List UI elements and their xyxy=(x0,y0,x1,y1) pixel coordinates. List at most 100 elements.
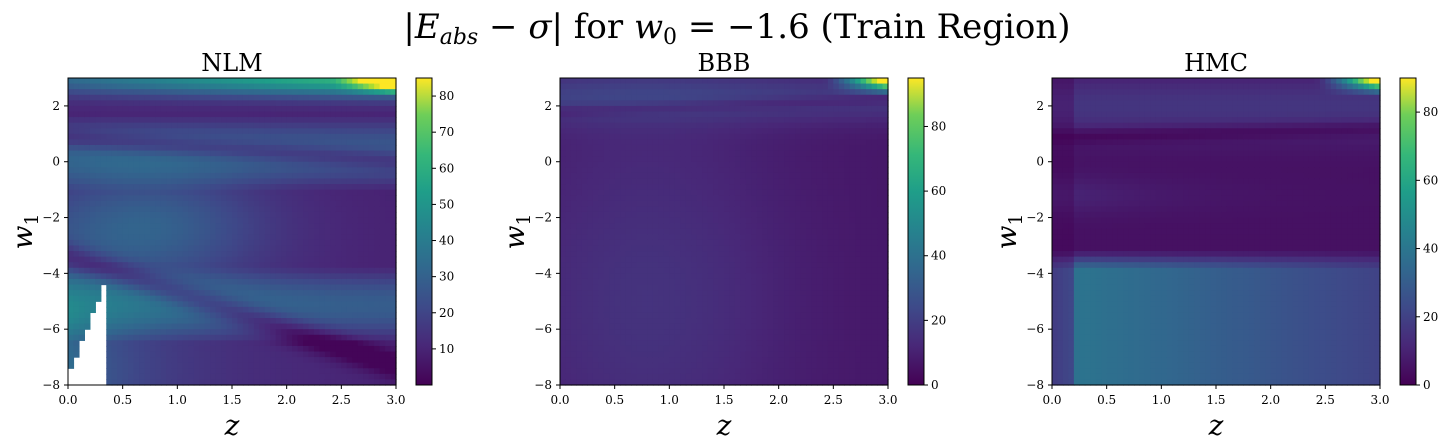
heatmap-cell xyxy=(631,312,638,319)
heatmap-cell xyxy=(341,200,348,207)
heatmap-cell xyxy=(188,133,195,140)
heatmap-cell xyxy=(330,312,337,319)
heatmap-cell xyxy=(625,156,632,163)
heatmap-cell xyxy=(702,340,709,347)
heatmap-cell xyxy=(297,301,304,308)
heatmap-cell xyxy=(581,306,588,314)
heatmap-cell xyxy=(106,357,113,364)
heatmap-cell xyxy=(620,301,627,308)
heatmap-cell xyxy=(215,144,222,152)
heatmap-cell xyxy=(713,273,720,280)
heatmap-cell xyxy=(303,211,310,219)
heatmap-cell xyxy=(221,94,228,101)
heatmap-cell xyxy=(210,234,217,241)
heatmap-cell xyxy=(160,284,167,291)
heatmap-cell xyxy=(581,295,588,302)
heatmap-cell xyxy=(335,94,342,101)
heatmap-cell xyxy=(669,379,676,386)
heatmap-cell xyxy=(297,223,304,230)
heatmap-cell xyxy=(335,128,342,135)
heatmap-cell xyxy=(374,133,381,140)
heatmap-cell xyxy=(270,256,277,263)
heatmap-cell xyxy=(642,167,649,174)
heatmap-cell xyxy=(237,262,244,269)
heatmap-cell xyxy=(335,301,342,308)
heatmap-cell xyxy=(620,368,627,375)
heatmap-cell xyxy=(242,223,249,230)
heatmap-cell xyxy=(177,144,184,152)
heatmap-cell xyxy=(182,290,189,297)
heatmap-cell xyxy=(390,178,397,185)
heatmap-cell xyxy=(363,368,370,375)
heatmap-cell xyxy=(210,111,217,118)
heatmap-cell xyxy=(713,117,720,124)
heatmap-cell xyxy=(598,351,605,358)
heatmap-cell xyxy=(581,150,588,157)
heatmap-cell xyxy=(188,83,195,90)
heatmap-cell xyxy=(286,312,293,319)
heatmap-cell xyxy=(297,206,304,213)
heatmap-cell xyxy=(155,228,162,235)
heatmap-cell xyxy=(335,206,342,213)
heatmap-cell xyxy=(84,211,91,219)
heatmap-cell xyxy=(620,94,627,101)
heatmap-cell xyxy=(308,172,315,180)
heatmap-cell xyxy=(636,100,643,107)
heatmap-cell xyxy=(680,100,687,107)
heatmap-cell xyxy=(560,217,567,224)
heatmap-cell xyxy=(139,251,146,258)
heatmap-cell xyxy=(160,329,167,336)
heatmap-cell xyxy=(95,161,102,168)
heatmap-cell xyxy=(385,245,392,252)
heatmap-cell xyxy=(275,105,282,113)
heatmap-cell xyxy=(133,262,140,269)
heatmap-cell xyxy=(210,323,217,330)
heatmap-cell xyxy=(565,161,572,168)
heatmap-cell xyxy=(89,172,96,180)
heatmap-cell xyxy=(390,301,397,308)
heatmap-cell xyxy=(133,329,140,336)
heatmap-cell xyxy=(713,340,720,347)
heatmap-cell xyxy=(718,172,725,180)
heatmap-cell xyxy=(264,100,271,107)
heatmap-cell xyxy=(204,345,211,353)
heatmap-cell xyxy=(702,290,709,297)
heatmap-cell xyxy=(139,100,146,107)
heatmap-cell xyxy=(663,133,670,140)
heatmap-cell xyxy=(73,273,80,280)
heatmap-cell xyxy=(314,161,321,168)
heatmap-cell xyxy=(374,379,381,386)
heatmap-cell xyxy=(702,295,709,302)
heatmap-cell xyxy=(324,150,331,157)
heatmap-cell xyxy=(144,234,151,241)
heatmap-cell xyxy=(357,156,364,163)
heatmap-cell xyxy=(570,161,577,168)
heatmap-cell xyxy=(297,228,304,235)
heatmap-cell xyxy=(204,312,211,319)
heatmap-cell xyxy=(614,150,621,157)
heatmap-cell xyxy=(78,189,85,196)
heatmap-cell xyxy=(100,273,107,280)
heatmap-cell xyxy=(614,78,621,85)
heatmap-cell xyxy=(713,262,720,269)
heatmap-cell xyxy=(281,351,288,358)
heatmap-cell xyxy=(160,373,167,381)
heatmap-cell xyxy=(636,223,643,230)
heatmap-cell xyxy=(390,150,397,157)
heatmap-cell xyxy=(570,301,577,308)
heatmap-cell xyxy=(625,178,632,185)
heatmap-cell xyxy=(242,373,249,381)
heatmap-cell xyxy=(335,329,342,336)
heatmap-cell xyxy=(89,133,96,140)
heatmap-cell xyxy=(133,105,140,113)
heatmap-cell xyxy=(182,329,189,336)
heatmap-cell xyxy=(658,223,665,230)
heatmap-cell xyxy=(166,94,173,101)
heatmap-cell xyxy=(685,329,692,336)
heatmap-cell xyxy=(150,139,157,146)
heatmap-cell xyxy=(259,206,266,213)
heatmap-cell xyxy=(341,211,348,219)
heatmap-cell xyxy=(674,284,681,291)
heatmap-cell xyxy=(139,184,146,191)
heatmap-cell xyxy=(357,245,364,252)
